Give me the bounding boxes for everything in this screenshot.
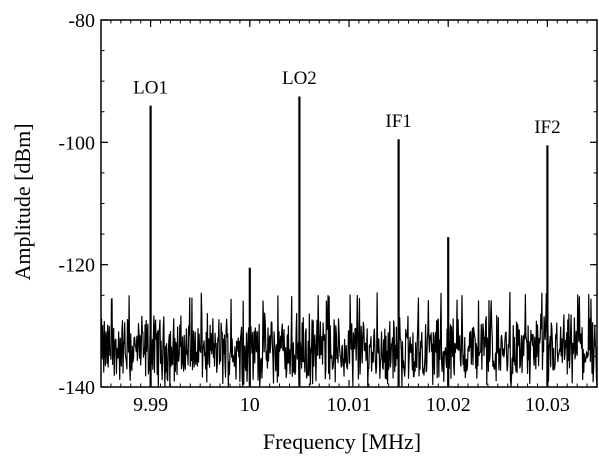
x-tick-label: 9.99 (133, 394, 168, 416)
y-tick-label: -80 (68, 10, 95, 32)
peak-label: LO1 (133, 77, 168, 98)
x-tick-label: 10.02 (426, 394, 471, 416)
tick-marks (100, 19, 598, 388)
y-tick-label: -140 (58, 377, 95, 399)
y-tick-labels: -140 -120 -100 -80 (58, 10, 95, 399)
peak-annotations: LO1 LO2 IF1 IF2 (133, 68, 560, 138)
peak-label: LO2 (282, 68, 317, 89)
x-tick-labels: 9.99 10 10.01 10.02 10.03 (133, 394, 570, 416)
x-tick-label: 10 (240, 394, 260, 416)
y-axis-label: Amplitude [dBm] (10, 123, 35, 280)
noise-trace (100, 291, 598, 388)
peak-label: IF1 (385, 111, 411, 132)
y-tick-label: -100 (58, 132, 95, 154)
x-tick-label: 10.01 (327, 394, 372, 416)
spectrum-series-line (100, 291, 598, 388)
peak-label: IF2 (534, 117, 560, 138)
peaks-layer (149, 96, 549, 387)
x-axis-label: Frequency [MHz] (263, 429, 421, 454)
y-tick-label: -120 (58, 255, 95, 277)
x-tick-label: 10.03 (525, 394, 570, 416)
